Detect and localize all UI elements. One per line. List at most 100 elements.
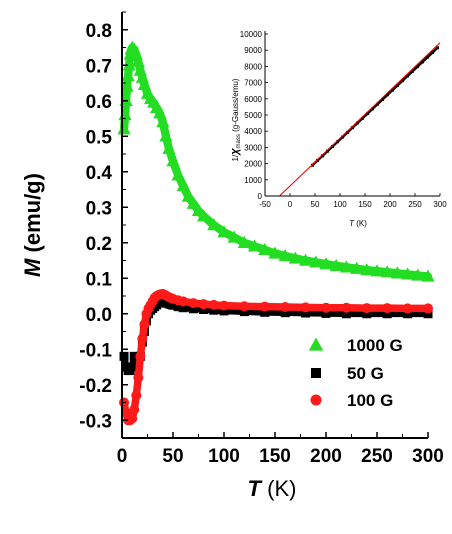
inset-x-label-symbol: T [349, 219, 355, 228]
data-point [197, 209, 211, 222]
data-point [135, 70, 149, 83]
data-point [370, 264, 384, 277]
data-point [173, 302, 183, 312]
data-point [361, 303, 372, 314]
main-x-label-unit: (K) [261, 476, 296, 501]
data-point [350, 261, 364, 274]
inset-x-tick-label: 100 [333, 200, 347, 209]
data-point [188, 298, 199, 309]
inset-y-tick-label: 4000 [244, 127, 262, 136]
inset-y-label-symbol: χ [229, 148, 241, 156]
data-point [162, 141, 176, 154]
inset-y-ticks: 0 1000 2000 3000 4000 5000 6000 7000 8000 9000 100… [240, 30, 268, 201]
data-point [227, 230, 241, 243]
data-point [131, 54, 145, 67]
data-point [309, 255, 323, 268]
data-point [171, 168, 185, 181]
inset-y-tick-label: 9000 [244, 46, 262, 55]
legend-label: 50 G [347, 364, 384, 383]
inset-data-point [326, 149, 329, 153]
main-y-tick-label: 0.1 [86, 269, 113, 290]
data-point [423, 303, 433, 314]
data-point [421, 269, 435, 282]
data-point [268, 246, 282, 259]
inset-background [259, 31, 442, 194]
inset-x-tick-label: 200 [383, 200, 397, 209]
main-y-tick-label: 0.0 [86, 305, 112, 326]
data-point [133, 63, 147, 76]
main-series-group [117, 40, 435, 426]
main-y-axis-label: M (emu/g) [20, 173, 45, 277]
data-point [382, 309, 392, 319]
data-point [341, 309, 351, 319]
data-point [166, 154, 180, 167]
inset-y-label-prefix: 1/ [231, 154, 240, 161]
inset-x-tick-label: 0 [288, 200, 293, 209]
data-point [122, 58, 136, 71]
data-point [127, 413, 138, 424]
data-point [237, 235, 251, 248]
inset-y-tick-label: 2000 [244, 160, 262, 169]
main-y-tick-label: 0.2 [86, 234, 112, 255]
data-point [339, 260, 353, 273]
inset-y-tick-label: 7000 [244, 79, 262, 88]
main-y-tick-label: 0.7 [86, 56, 112, 77]
data-point [178, 296, 189, 307]
main-x-tick-label: 100 [208, 446, 240, 467]
main-x-ticks: 0 50 100 150 200 250 300 [117, 432, 444, 467]
inset-x-ticks: -50 0 50 100 150 200 250 300 [259, 193, 447, 209]
legend-marker [308, 337, 324, 351]
main-y-tick-label: 0.3 [86, 198, 112, 219]
data-point [168, 300, 178, 310]
data-point [239, 307, 249, 317]
inset-data-point [356, 121, 359, 125]
main-y-ticks: -0.3 -0.2 -0.1 0.0 0.1 0.2 0.3 0.4 0.5 0.6 0.7 0.8 [79, 11, 128, 432]
data-point [329, 258, 343, 272]
data-point [382, 303, 393, 314]
data-point [341, 302, 352, 313]
data-point [199, 304, 209, 314]
data-point [219, 306, 229, 316]
data-point [217, 225, 231, 238]
data-point [156, 115, 170, 128]
data-point [362, 309, 372, 319]
main-x-tick-label: 200 [310, 446, 342, 467]
inset-series-group [279, 42, 441, 197]
data-point [411, 268, 425, 281]
inset-y-tick-label: 8000 [244, 62, 262, 71]
data-point [401, 267, 415, 280]
data-point [129, 47, 143, 60]
inset-data-point [406, 74, 409, 78]
data-point [137, 77, 152, 90]
main-y-tick-label: -0.3 [79, 411, 112, 432]
data-point [248, 239, 262, 252]
main-x-axis-label: T (K) [248, 476, 297, 501]
data-point [135, 351, 146, 362]
inset-data-point [396, 83, 399, 87]
main-x-tick-label: 300 [412, 446, 444, 467]
inset-y-axis-label: 1/χmass (g-Gauss/emu) [229, 78, 242, 161]
inset-data-point [376, 102, 379, 106]
data-point [120, 79, 134, 92]
data-point [402, 303, 413, 314]
inset-data-point [341, 135, 344, 139]
inset-x-label-unit: (K) [354, 219, 367, 228]
inset-y-tick-label: 3000 [244, 143, 262, 152]
data-point [198, 299, 209, 310]
data-point [133, 372, 144, 383]
inset-data-point [351, 126, 354, 130]
data-point [119, 351, 129, 361]
data-point [319, 257, 333, 270]
data-point [176, 179, 190, 192]
inset-y-tick-label: 1000 [244, 176, 262, 185]
series-100-g [119, 288, 433, 426]
data-point [129, 404, 140, 415]
data-point [300, 302, 311, 313]
main-y-tick-label: 0.6 [86, 92, 112, 113]
data-point [208, 299, 219, 310]
data-point [181, 189, 195, 202]
data-point [260, 307, 270, 317]
main-y-label-unit: (emu/g) [20, 173, 45, 259]
inset-data-point [401, 79, 404, 83]
inset-x-tick-label: 150 [358, 200, 372, 209]
